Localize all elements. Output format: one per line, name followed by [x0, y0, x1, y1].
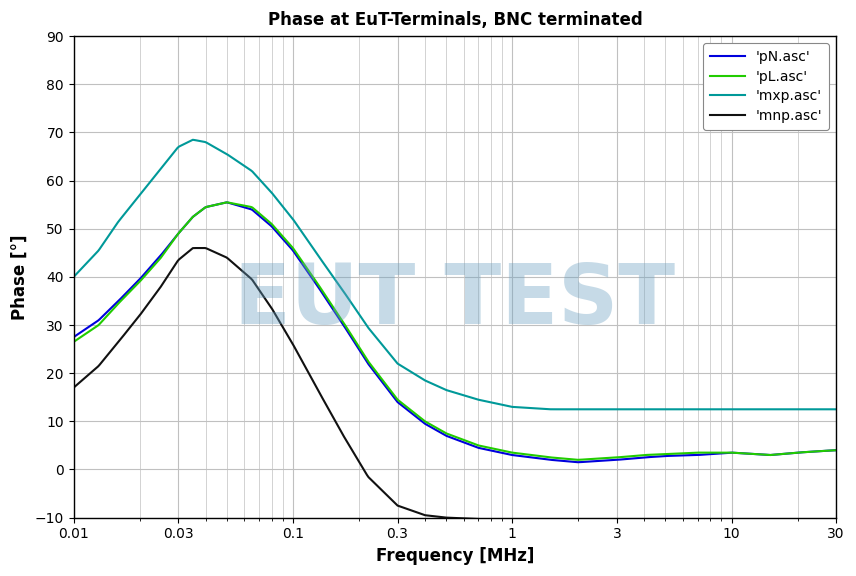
'pN.asc'	[437, 430, 447, 437]
'mxp.asc'	[437, 385, 447, 392]
'mnp.asc'	[831, 517, 841, 524]
'mxp.asc'	[432, 382, 443, 389]
'mxp.asc'	[547, 406, 557, 413]
'pN.asc'	[831, 447, 841, 454]
'pN.asc'	[524, 454, 534, 461]
'mxp.asc'	[483, 398, 493, 405]
'pL.asc'	[697, 449, 707, 456]
'pN.asc'	[68, 334, 79, 340]
'pL.asc'	[437, 427, 447, 434]
'pL.asc'	[524, 451, 534, 458]
Line: 'pL.asc': 'pL.asc'	[74, 202, 836, 460]
'mxp.asc'	[697, 406, 707, 413]
'mnp.asc'	[189, 245, 199, 252]
'pL.asc'	[68, 339, 79, 346]
'mnp.asc'	[432, 513, 443, 520]
Title: Phase at EuT-Terminals, BNC terminated: Phase at EuT-Terminals, BNC terminated	[268, 11, 642, 29]
'pL.asc'	[831, 447, 841, 454]
'pN.asc'	[432, 427, 443, 434]
'mxp.asc'	[68, 274, 79, 281]
'pN.asc'	[483, 446, 493, 453]
'mxp.asc'	[524, 404, 534, 411]
'pN.asc'	[816, 448, 826, 454]
'mxp.asc'	[816, 406, 826, 413]
'mnp.asc'	[526, 517, 536, 524]
Legend: 'pN.asc', 'pL.asc', 'mxp.asc', 'mnp.asc': 'pN.asc', 'pL.asc', 'mxp.asc', 'mnp.asc'	[703, 43, 829, 130]
'mnp.asc'	[437, 514, 447, 521]
'pL.asc'	[432, 425, 443, 432]
Line: 'mnp.asc': 'mnp.asc'	[74, 248, 836, 520]
'mxp.asc'	[831, 406, 841, 413]
'pL.asc'	[222, 199, 232, 206]
Line: 'mxp.asc': 'mxp.asc'	[74, 140, 836, 410]
'pL.asc'	[573, 456, 583, 463]
'pN.asc'	[222, 199, 232, 206]
'mnp.asc'	[68, 384, 79, 391]
'pL.asc'	[483, 444, 493, 451]
'pL.asc'	[816, 448, 826, 454]
'mnp.asc'	[508, 517, 519, 524]
'mnp.asc'	[483, 516, 493, 523]
X-axis label: Frequency [MHz]: Frequency [MHz]	[376, 547, 534, 565]
Y-axis label: Phase [°]: Phase [°]	[11, 234, 29, 320]
'mnp.asc'	[697, 517, 707, 524]
'pN.asc'	[697, 451, 707, 458]
Text: EUT TEST: EUT TEST	[235, 260, 675, 342]
'mxp.asc'	[187, 137, 198, 143]
'pN.asc'	[573, 458, 583, 465]
'mnp.asc'	[816, 517, 826, 524]
Line: 'pN.asc': 'pN.asc'	[74, 202, 836, 462]
